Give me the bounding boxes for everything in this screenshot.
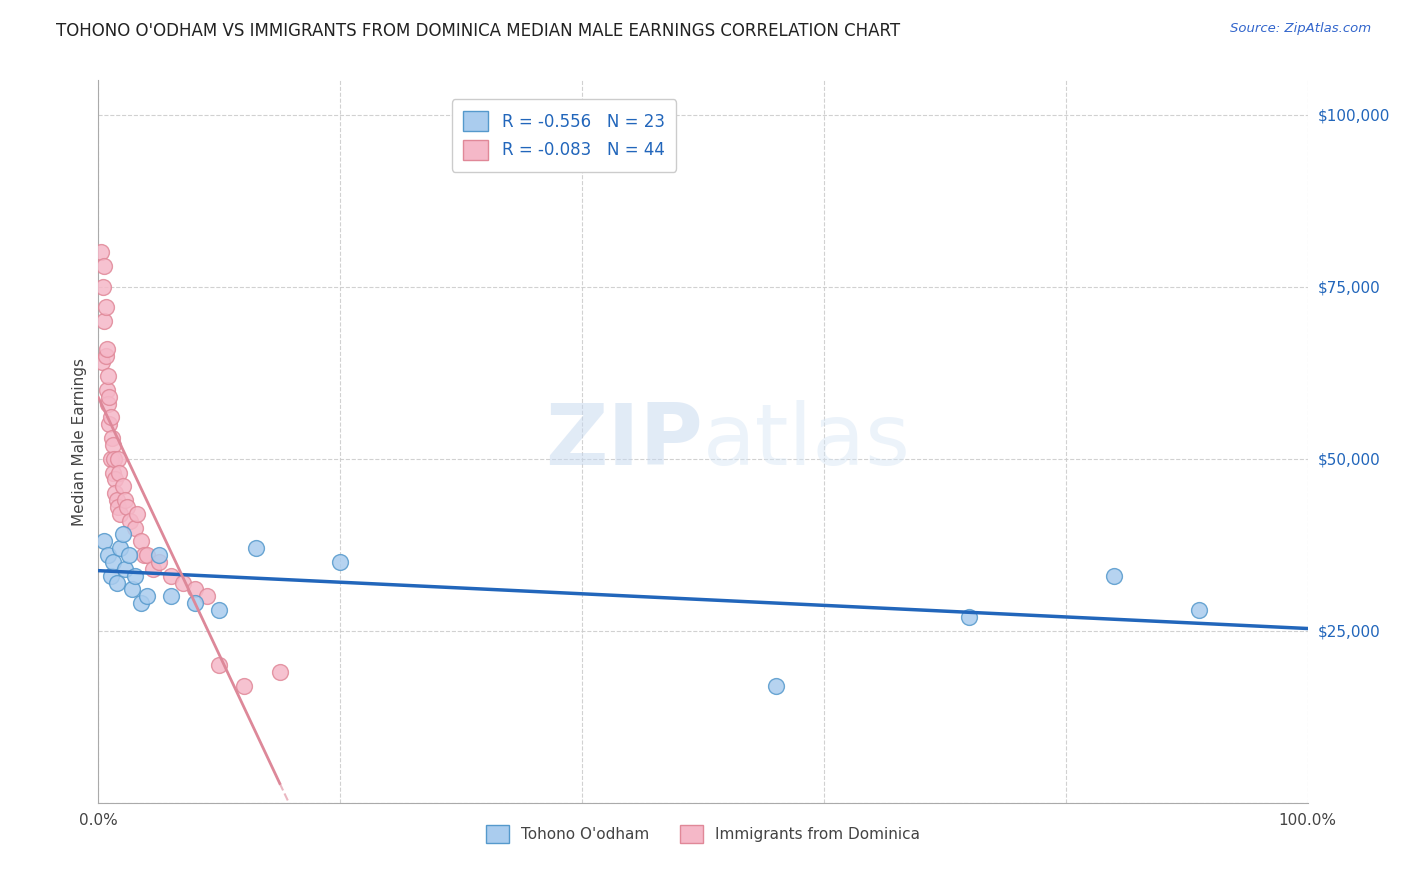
Text: ZIP: ZIP [546, 400, 703, 483]
Point [184, 582, 207, 597]
Point [98, 417, 121, 432]
Point [111, 479, 134, 493]
Point [134, 548, 156, 562]
Point [97, 397, 120, 411]
Point [208, 603, 231, 617]
Point [107, 500, 129, 514]
Point [117, 500, 139, 514]
Point [118, 514, 141, 528]
Point [114, 562, 136, 576]
Point [101, 555, 124, 569]
Point [172, 575, 194, 590]
Point [96, 342, 118, 356]
Point [108, 466, 131, 480]
Text: TOHONO O'ODHAM VS IMMIGRANTS FROM DOMINICA MEDIAN MALE EARNINGS CORRELATION CHAR: TOHONO O'ODHAM VS IMMIGRANTS FROM DOMINI… [56, 22, 900, 40]
Point [127, 507, 149, 521]
Point [129, 596, 152, 610]
Point [100, 410, 122, 425]
Text: Source: ZipAtlas.com: Source: ZipAtlas.com [1230, 22, 1371, 36]
Point [90, 245, 112, 260]
Point [124, 520, 146, 534]
Point [195, 590, 218, 604]
Legend: Tohono O'odham, Immigrants from Dominica: Tohono O'odham, Immigrants from Dominica [479, 819, 927, 849]
Point [245, 541, 267, 556]
Point [97, 548, 120, 562]
Point [114, 493, 136, 508]
Point [124, 568, 146, 582]
Point [103, 451, 125, 466]
Point [135, 590, 157, 604]
Point [93, 259, 115, 273]
Point [1102, 568, 1125, 582]
Point [329, 555, 352, 569]
Point [93, 534, 115, 549]
Point [765, 679, 787, 693]
Point [91, 279, 114, 293]
Point [148, 548, 170, 562]
Point [100, 451, 122, 466]
Point [91, 355, 114, 369]
Point [184, 596, 207, 610]
Point [107, 451, 129, 466]
Point [208, 658, 231, 673]
Point [135, 548, 157, 562]
Point [105, 575, 128, 590]
Point [148, 555, 170, 569]
Point [121, 582, 143, 597]
Point [93, 314, 115, 328]
Point [105, 493, 128, 508]
Point [1188, 603, 1211, 617]
Point [100, 431, 122, 445]
Point [94, 349, 117, 363]
Point [108, 541, 131, 556]
Point [160, 590, 183, 604]
Point [98, 390, 121, 404]
Point [96, 383, 118, 397]
Point [101, 438, 124, 452]
Text: atlas: atlas [703, 400, 911, 483]
Point [104, 472, 127, 486]
Point [160, 568, 183, 582]
Point [118, 548, 141, 562]
Point [111, 527, 134, 541]
Point [100, 568, 122, 582]
Point [142, 562, 165, 576]
Point [108, 507, 131, 521]
Point [94, 301, 117, 315]
Point [957, 610, 980, 624]
Point [104, 486, 127, 500]
Point [129, 534, 152, 549]
Point [97, 369, 120, 384]
Point [101, 466, 124, 480]
Y-axis label: Median Male Earnings: Median Male Earnings [72, 358, 87, 525]
Point [232, 679, 254, 693]
Point [269, 665, 291, 679]
